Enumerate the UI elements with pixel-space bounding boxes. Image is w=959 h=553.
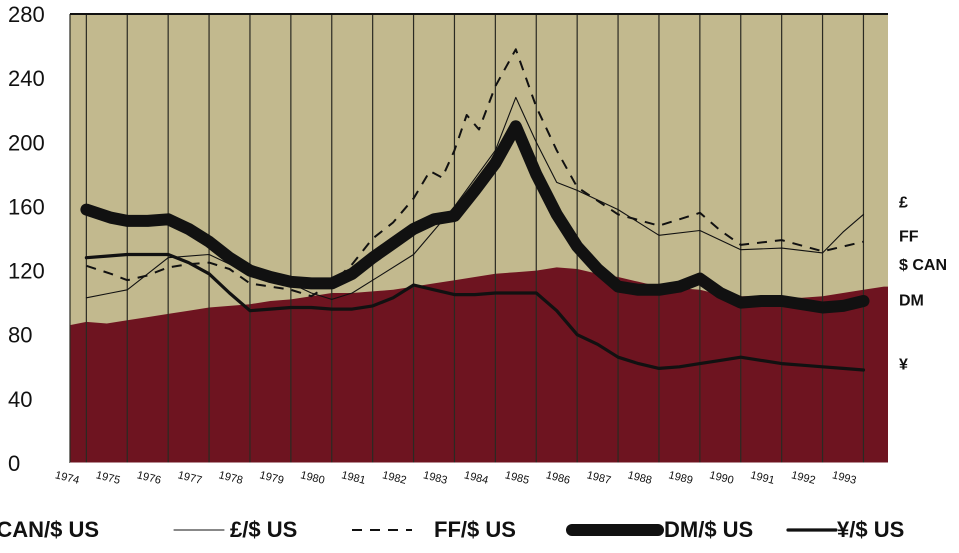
x-tick-label: 1978	[217, 469, 244, 487]
x-tick-label: 1993	[831, 469, 858, 487]
y-tick-label: 240	[8, 66, 45, 91]
legend-label: £/$ US	[230, 517, 297, 542]
y-tick-label: 200	[8, 130, 45, 155]
y-tick-label: 120	[8, 259, 45, 284]
legend-item-dm-us: DM/$ US	[566, 517, 753, 542]
y-tick-label: 0	[8, 451, 20, 476]
x-tick-label: 1974	[54, 469, 81, 487]
legend-item-can-us: $ CAN/$ US	[0, 517, 99, 542]
y-tick-label: 40	[8, 387, 32, 412]
series-line-dm-us	[80, 120, 870, 314]
end-label-symbol: £	[899, 195, 908, 212]
x-tick-label: 1992	[790, 469, 817, 487]
y-tick-label: 80	[8, 323, 32, 348]
x-tick-label: 1975	[95, 469, 122, 487]
x-tick-label: 1991	[749, 469, 776, 487]
series-line-us	[84, 252, 866, 372]
x-tick-label: 1986	[545, 469, 572, 487]
series-end-labels: £ FF $ CAN DM ¥	[899, 195, 947, 374]
x-tick-label: 1990	[708, 469, 735, 487]
x-tick-label: 1979	[258, 469, 285, 487]
legend-label: ¥/$ US	[837, 517, 904, 542]
end-label-ff: FF	[899, 228, 919, 245]
x-tick-label: 1985	[504, 469, 531, 487]
legend-label: FF/$ US	[434, 517, 516, 542]
end-label-symbol: ¥	[899, 357, 908, 374]
x-axis: 1974 1975 1976 1977 1978 1979 1980 1981 1982 1983…	[54, 469, 858, 487]
x-tick-label: 1980	[299, 469, 326, 487]
legend-item-us: £/$ US	[173, 517, 297, 542]
x-tick-label: 1981	[340, 469, 367, 487]
legend-item-us: ¥/$ US	[786, 517, 904, 542]
y-tick-label: 160	[8, 194, 45, 219]
x-tick-label: 1987	[585, 469, 612, 487]
x-tick-label: 1984	[463, 469, 490, 487]
x-tick-label: 1982	[381, 469, 408, 487]
series-line-ff-us	[86, 48, 864, 298]
legend-item-ff-us: FF/$ US	[352, 517, 516, 542]
legend-label: DM/$ US	[664, 517, 753, 542]
series-area-can-us	[70, 267, 888, 463]
y-tick-label: 280	[8, 2, 45, 27]
end-label-can: $ CAN	[899, 257, 947, 274]
x-tick-label: 1988	[626, 469, 653, 487]
plot-area	[69, 13, 888, 464]
legend-label: $ CAN/$ US	[0, 517, 99, 542]
x-tick-label: 1977	[176, 469, 203, 487]
x-tick-label: 1976	[136, 469, 163, 487]
end-label-dm: DM	[899, 292, 924, 309]
y-axis: 0 40 80 120 160 200 240 280	[8, 2, 45, 476]
x-tick-label: 1983	[422, 469, 449, 487]
legend: $ CAN/$ US £/$ US FF/$ US DM/$ US ¥/$ US	[0, 517, 904, 542]
x-tick-label: 1989	[667, 469, 694, 487]
